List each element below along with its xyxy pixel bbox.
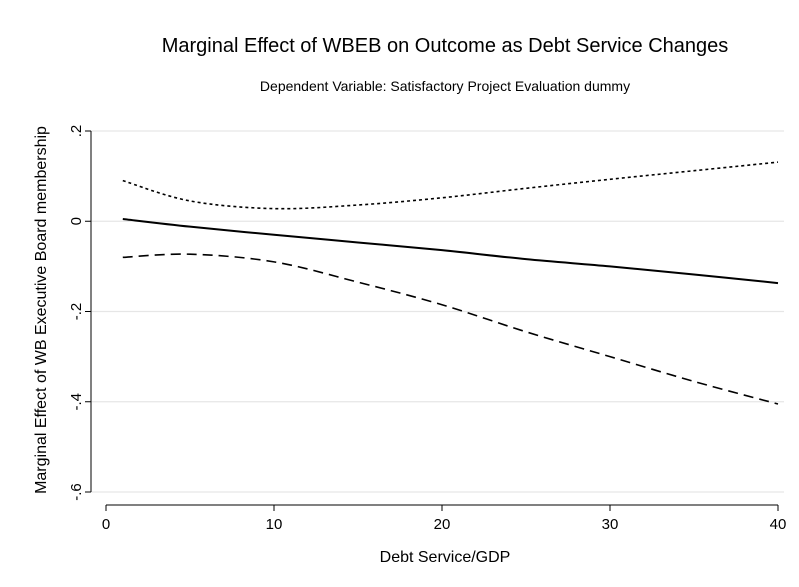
x-tick-label: 20 xyxy=(434,516,451,533)
series-line-upper-bound xyxy=(122,161,779,210)
series-line-lower-bound xyxy=(122,253,779,405)
y-tick-label: 0 xyxy=(68,217,85,225)
y-axis-title: Marginal Effect of WB Executive Board me… xyxy=(33,126,50,494)
y-tick-label: .2 xyxy=(68,125,85,138)
x-tick-label: 0 xyxy=(102,516,110,533)
chart-subtitle: Dependent Variable: Satisfactory Project… xyxy=(260,78,630,94)
x-tick-label: 30 xyxy=(602,516,619,533)
plot-area xyxy=(91,106,784,519)
axes xyxy=(85,130,779,511)
x-tick-label: 10 xyxy=(266,516,283,533)
y-tick-label: -.4 xyxy=(68,393,85,411)
series-layer xyxy=(122,161,779,405)
series-line-estimate xyxy=(122,218,779,285)
gridlines xyxy=(91,130,784,493)
x-tick-label: 40 xyxy=(770,516,787,533)
y-tick-label: -.2 xyxy=(68,303,85,321)
tick-labels: -.6 -.4 -.2 0 .2 0 10 20 30 40 xyxy=(68,125,786,533)
x-axis-title: Debt Service/GDP xyxy=(380,549,511,566)
y-tick-label: -.6 xyxy=(68,483,85,501)
chart-title: Marginal Effect of WBEB on Outcome as De… xyxy=(162,35,729,57)
